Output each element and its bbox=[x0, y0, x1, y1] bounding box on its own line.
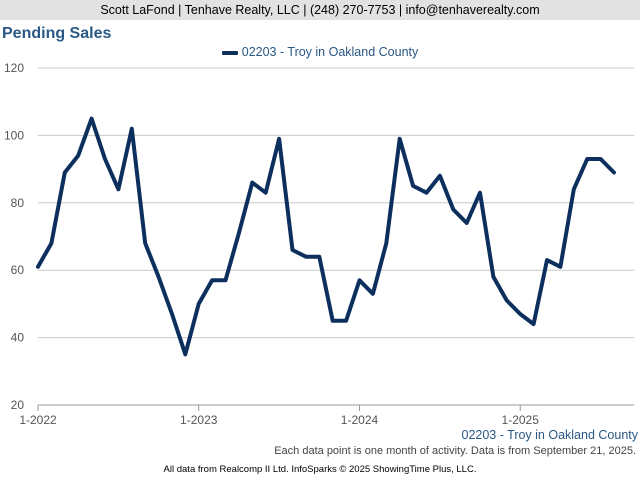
y-tick-label: 20 bbox=[11, 398, 25, 412]
y-tick-label: 80 bbox=[11, 196, 25, 210]
y-tick-label: 40 bbox=[11, 331, 25, 345]
series-line bbox=[36, 116, 616, 357]
y-tick-label: 100 bbox=[4, 128, 24, 142]
chart-title: Pending Sales bbox=[2, 25, 112, 42]
x-tick-label: 1-2022 bbox=[19, 413, 57, 427]
x-tick-label: 1-2025 bbox=[502, 413, 540, 427]
y-tick-label: 120 bbox=[4, 61, 24, 75]
legend-label: 02203 - Troy in Oakland County bbox=[241, 45, 419, 59]
legend: 02203 - Troy in Oakland County bbox=[0, 45, 640, 59]
contact-banner: Scott LaFond | Tenhave Realty, LLC | (24… bbox=[0, 0, 640, 20]
legend-swatch bbox=[221, 50, 238, 55]
y-tick-label: 60 bbox=[11, 263, 25, 277]
series-footer-label: 02203 - Troy in Oakland County bbox=[461, 428, 639, 442]
x-tick-label: 1-2024 bbox=[341, 413, 379, 427]
x-tick-label: 1-2023 bbox=[180, 413, 218, 427]
data-credit: All data from Realcomp II Ltd. InfoSpark… bbox=[163, 464, 477, 475]
data-note: Each data point is one month of activity… bbox=[274, 445, 636, 457]
